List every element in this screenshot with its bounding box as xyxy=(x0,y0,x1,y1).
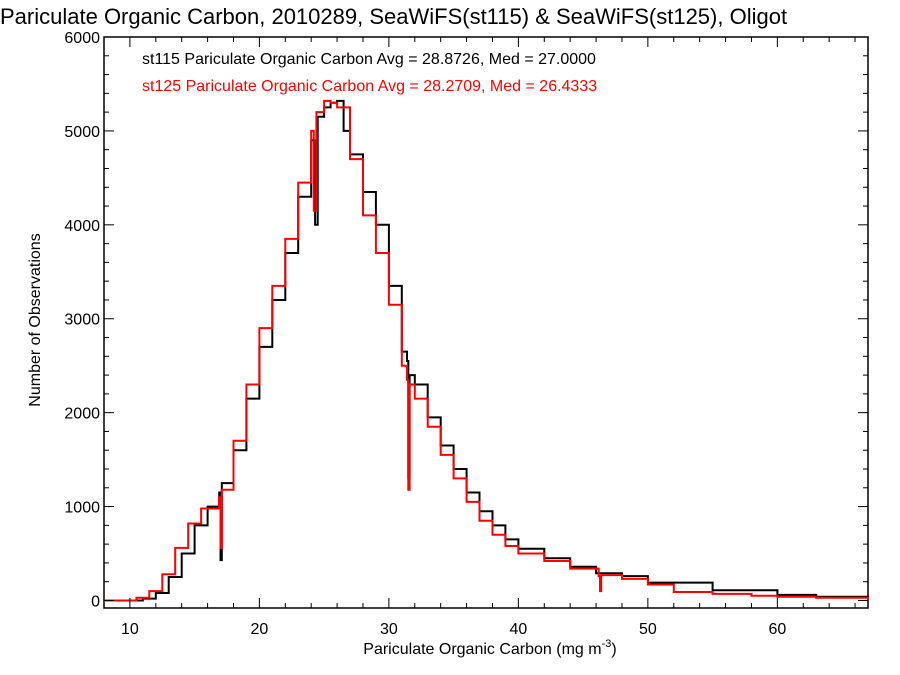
y-tick-label: 3000 xyxy=(64,312,100,329)
x-tick-label: 20 xyxy=(250,621,268,638)
y-tick-label: 4000 xyxy=(64,218,100,235)
st115-histogram-line xyxy=(104,99,869,602)
y-axis-title: Number of Observations xyxy=(27,233,44,406)
y-tick-label: 0 xyxy=(91,593,100,610)
x-axis-title: Pariculate Organic Carbon (mg m-3) xyxy=(363,638,616,658)
x-tick-label: 30 xyxy=(380,621,398,638)
st125-stats-annotation: st125 Pariculate Organic Carbon Avg = 28… xyxy=(142,78,597,95)
plot-frame xyxy=(103,36,869,609)
y-tick-label: 5000 xyxy=(64,124,100,141)
x-axis-title-text: Pariculate Organic Carbon (mg m xyxy=(363,641,601,658)
st125-histogram-line xyxy=(104,99,869,602)
x-axis-title-close: ) xyxy=(611,641,616,658)
x-tick-label: 40 xyxy=(509,621,527,638)
st115-stats-annotation: st115 Pariculate Organic Carbon Avg = 28… xyxy=(142,51,596,68)
y-tick-label: 6000 xyxy=(64,30,100,47)
chart-title: Pariculate Organic Carbon, 2010289, SeaW… xyxy=(0,4,787,29)
x-tick-label: 60 xyxy=(768,621,786,638)
x-axis-title-superscript: -3 xyxy=(602,638,612,650)
y-tick-label: 1000 xyxy=(64,500,100,517)
x-tick-label: 50 xyxy=(639,621,657,638)
y-tick-label: 2000 xyxy=(64,406,100,423)
x-tick-label: 10 xyxy=(121,621,139,638)
